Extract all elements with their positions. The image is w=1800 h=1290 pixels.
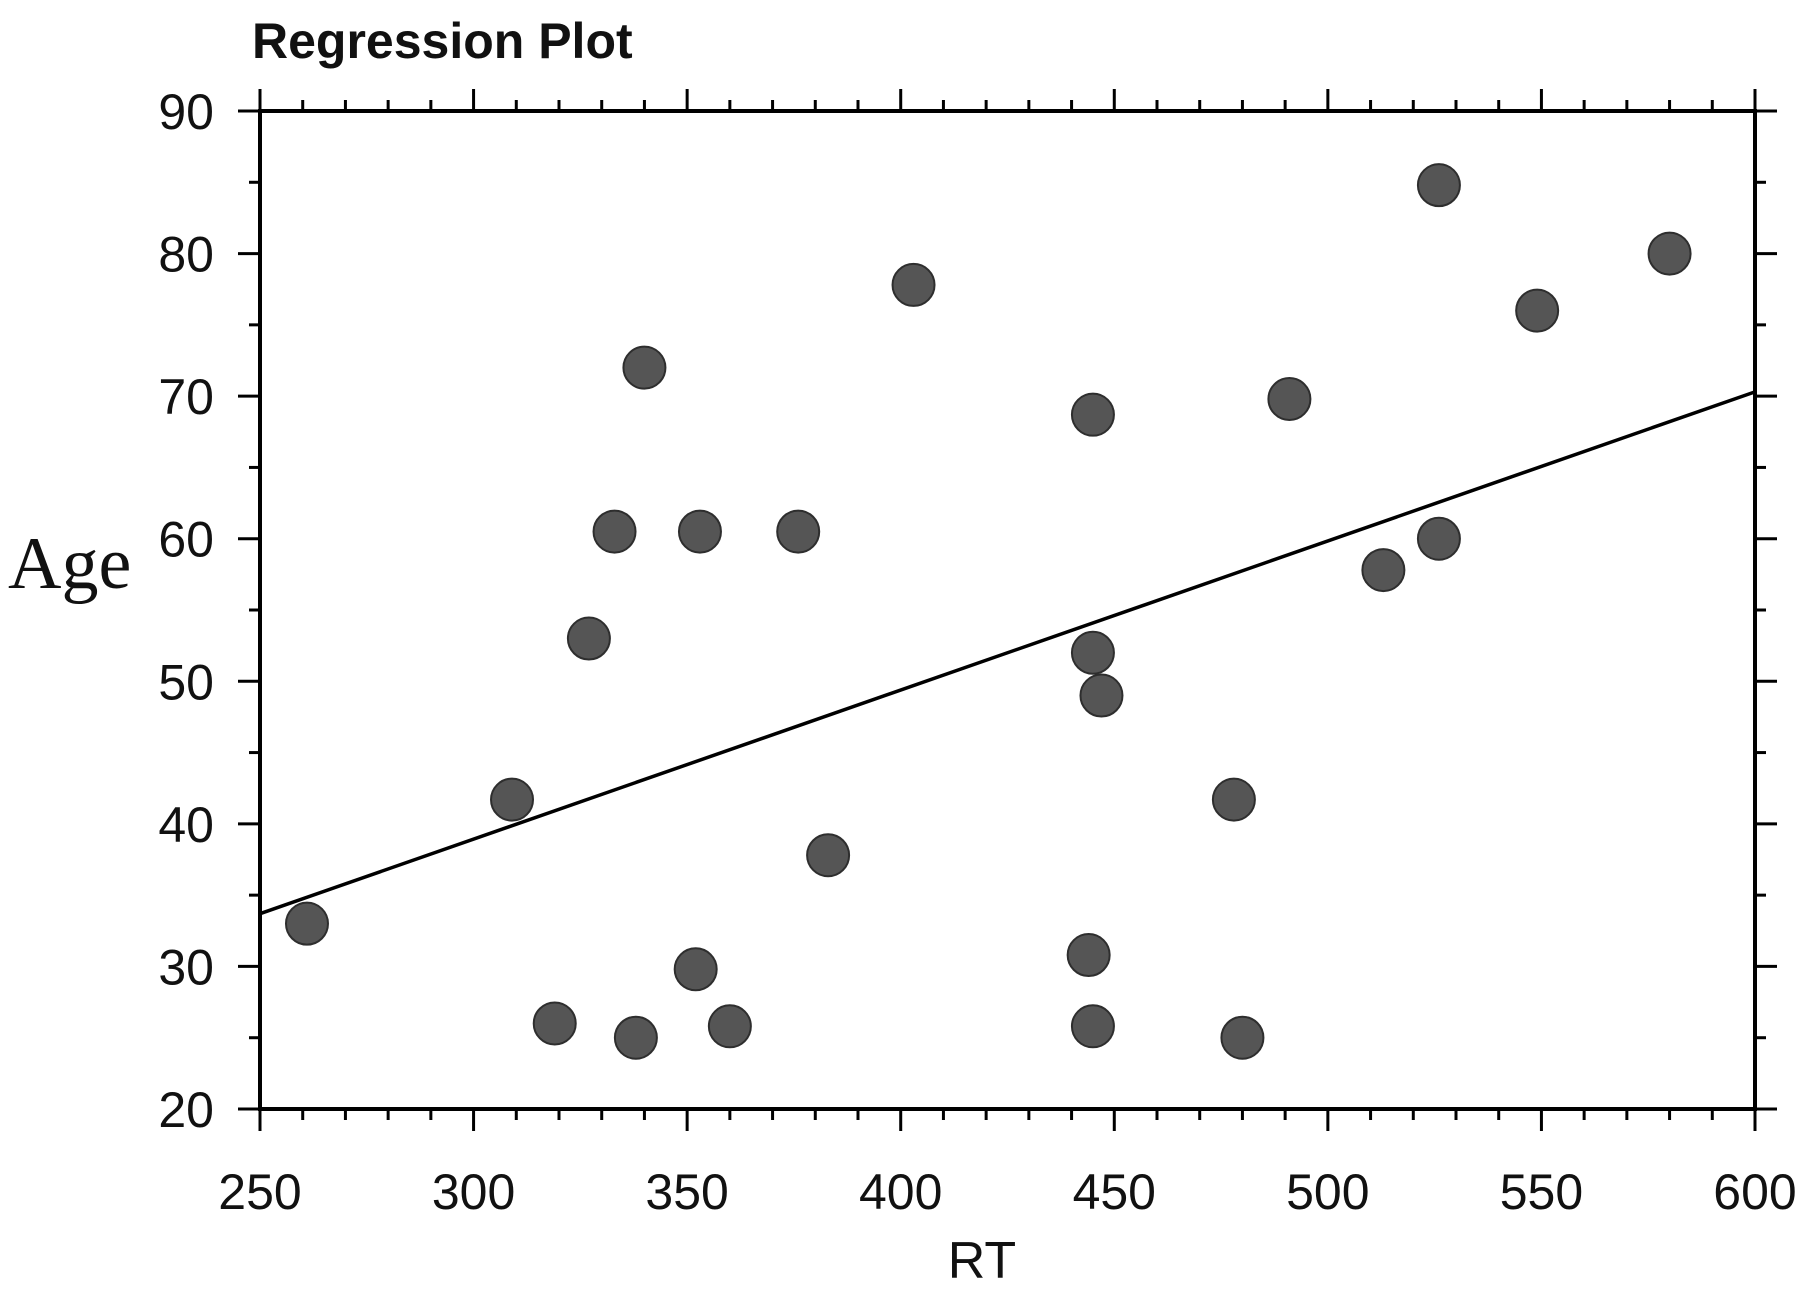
plot-frame xyxy=(258,109,1757,1111)
y-tick-label: 40 xyxy=(158,797,214,853)
data-point xyxy=(1211,777,1256,822)
data-point xyxy=(490,777,535,822)
y-tick-label: 50 xyxy=(158,654,214,710)
data-point xyxy=(1070,1004,1115,1049)
data-point xyxy=(776,509,821,554)
data-point xyxy=(891,262,936,307)
regression-line xyxy=(259,390,1756,916)
data-point xyxy=(613,1015,658,1060)
x-tick-label: 300 xyxy=(432,1164,515,1220)
data-point xyxy=(566,616,611,661)
x-tick-label: 450 xyxy=(1073,1164,1156,1220)
x-tick-label: 500 xyxy=(1286,1164,1369,1220)
data-point xyxy=(806,833,851,878)
data-point xyxy=(673,947,718,992)
data-point xyxy=(622,345,667,390)
x-tick-label: 600 xyxy=(1713,1164,1796,1220)
x-axis-label: RT xyxy=(948,1232,1016,1290)
data-point xyxy=(677,509,722,554)
x-tick-labels: 250 300 350 400 450 500 550 600 xyxy=(218,1164,1796,1220)
y-tick-label: 90 xyxy=(158,84,214,140)
y-tick-label: 60 xyxy=(158,512,214,568)
data-point xyxy=(707,1004,752,1049)
tick-marks xyxy=(238,89,1777,1131)
y-tick-label: 70 xyxy=(158,369,214,425)
data-point xyxy=(1070,630,1115,675)
y-tick-label: 80 xyxy=(158,227,214,283)
data-point xyxy=(1070,392,1115,437)
y-tick-label: 30 xyxy=(158,939,214,995)
y-axis-label: Age xyxy=(8,523,131,605)
y-tick-label: 20 xyxy=(158,1082,214,1138)
y-tick-labels: 20 30 40 50 60 70 80 90 xyxy=(158,84,214,1138)
data-point xyxy=(1267,376,1312,421)
x-tick-label: 550 xyxy=(1500,1164,1583,1220)
data-point xyxy=(284,901,329,946)
data-point xyxy=(592,509,637,554)
data-point xyxy=(1515,288,1560,333)
data-point xyxy=(1416,516,1461,561)
x-tick-label: 250 xyxy=(218,1164,301,1220)
x-tick-label: 350 xyxy=(645,1164,728,1220)
data-point xyxy=(1416,163,1461,208)
data-point xyxy=(532,1001,577,1046)
data-point xyxy=(1361,548,1406,593)
chart-title: Regression Plot xyxy=(252,13,633,69)
data-point xyxy=(1079,673,1124,718)
x-tick-label: 400 xyxy=(859,1164,942,1220)
data-point xyxy=(1066,933,1111,978)
data-point xyxy=(1220,1015,1265,1060)
data-points xyxy=(284,163,1692,1060)
data-point xyxy=(1647,231,1692,276)
